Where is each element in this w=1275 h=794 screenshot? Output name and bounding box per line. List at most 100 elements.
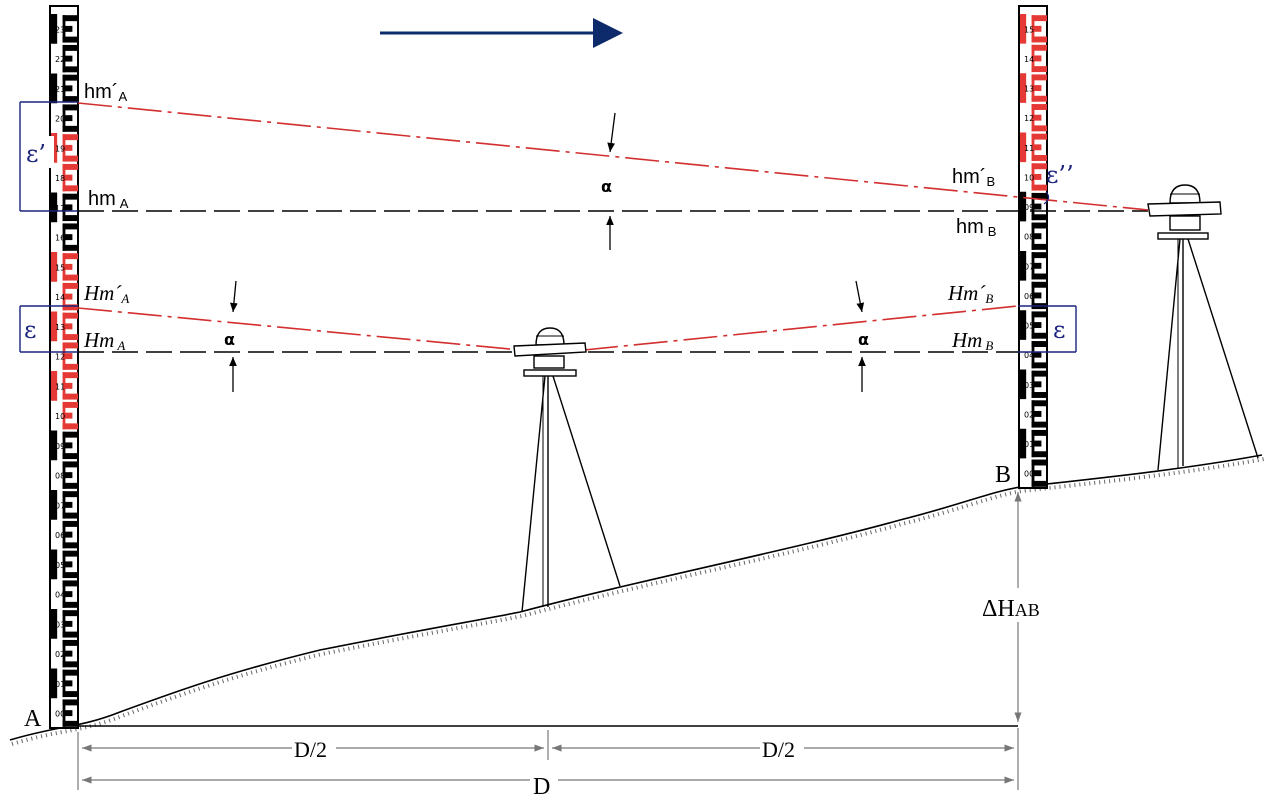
staff-block bbox=[62, 215, 78, 222]
staff-block bbox=[62, 423, 78, 430]
staff-tick-label: 21 bbox=[55, 85, 65, 94]
staff-block bbox=[1031, 144, 1042, 151]
staff-block bbox=[62, 699, 66, 727]
staff-block bbox=[1031, 66, 1047, 73]
staff-block bbox=[62, 193, 78, 200]
staff-block bbox=[62, 372, 66, 400]
staff-block bbox=[1031, 429, 1047, 436]
staff-tick-label: 12 bbox=[55, 353, 65, 362]
staff-bar bbox=[1020, 191, 1027, 222]
staff-block bbox=[62, 639, 78, 646]
staff-tick-label: 19 bbox=[55, 144, 65, 153]
staff-block bbox=[62, 334, 78, 341]
staff-block bbox=[1031, 311, 1035, 339]
staff-bar bbox=[51, 609, 58, 639]
angle-label-lower-left: α bbox=[224, 330, 235, 349]
staff-block bbox=[1031, 292, 1042, 299]
staff-block bbox=[62, 661, 78, 668]
staff-block bbox=[62, 323, 73, 330]
staff-block bbox=[62, 431, 66, 460]
staff-block bbox=[1031, 192, 1047, 199]
staff-tick-label: 10 bbox=[1024, 173, 1034, 182]
staff-block bbox=[62, 312, 78, 319]
staff-block bbox=[62, 520, 66, 549]
staff-block bbox=[62, 44, 78, 51]
staff-block bbox=[62, 342, 66, 370]
staff-block bbox=[1031, 55, 1042, 62]
staff-block bbox=[62, 453, 78, 460]
staff-tick-label: 11 bbox=[55, 382, 65, 391]
staff-block bbox=[1031, 163, 1047, 170]
staff-block bbox=[62, 482, 78, 489]
staff-tick-label: 00 bbox=[1024, 470, 1034, 479]
staff-tick-label: 15 bbox=[1024, 25, 1034, 34]
angle-label-upper: α bbox=[601, 177, 612, 196]
staff-tick-label: 17 bbox=[55, 204, 65, 213]
staff-tick-label: 08 bbox=[55, 472, 65, 481]
staff-block bbox=[62, 669, 78, 676]
staff-block bbox=[1031, 44, 1035, 73]
label-Hm-b: Hm B bbox=[951, 328, 993, 353]
staff-bar bbox=[1020, 251, 1027, 281]
staff-block bbox=[1031, 370, 1047, 377]
staff-block bbox=[62, 431, 78, 438]
staff-bar bbox=[1020, 73, 1027, 103]
staff-block bbox=[62, 580, 66, 608]
staff-bar bbox=[51, 192, 58, 223]
staff-bar bbox=[51, 133, 58, 163]
staff-block bbox=[1031, 155, 1047, 161]
staff-block bbox=[62, 561, 73, 568]
staff-block bbox=[1031, 74, 1035, 102]
staff-block bbox=[62, 185, 78, 192]
label-hm-prime-a: hm´A bbox=[84, 81, 127, 104]
staff-block bbox=[1031, 273, 1047, 280]
staff-block bbox=[62, 512, 78, 519]
staff-block bbox=[62, 163, 78, 170]
staff-block bbox=[62, 282, 66, 311]
staff-tick-label: 01 bbox=[1024, 440, 1034, 449]
epsilon-label-right: ε bbox=[1053, 316, 1065, 344]
staff-block bbox=[1031, 421, 1047, 428]
leveling-staff-a: 23 22 21 20 19 18 17 16 15 14 13 12 11 10 09 08 07 06 05 04… bbox=[49, 5, 79, 729]
sight-line-upper bbox=[77, 102, 1149, 211]
staff-tick-label: 20 bbox=[55, 115, 65, 124]
staff-tick-label: 05 bbox=[1024, 322, 1034, 331]
staff-block bbox=[1031, 44, 1047, 51]
staff-block bbox=[1031, 459, 1047, 466]
staff-block bbox=[62, 274, 78, 281]
staff-tick-label: 15 bbox=[55, 263, 65, 272]
staff-block bbox=[62, 263, 73, 270]
staff-block bbox=[62, 74, 78, 81]
staff-block bbox=[62, 193, 66, 222]
staff-block bbox=[62, 610, 78, 617]
staff-block bbox=[1031, 410, 1042, 417]
staff-bar bbox=[51, 371, 58, 401]
staff-block bbox=[62, 382, 73, 389]
staff-block bbox=[62, 174, 73, 181]
staff-block bbox=[1031, 104, 1047, 110]
staff-block bbox=[1031, 400, 1035, 428]
staff-block bbox=[62, 155, 78, 162]
staff-block bbox=[62, 96, 78, 103]
staff-tick-label: 01 bbox=[55, 680, 65, 689]
staff-bar bbox=[51, 311, 58, 342]
staff-tick-label: 03 bbox=[1024, 381, 1034, 390]
staff-tick-label: 04 bbox=[1024, 351, 1034, 360]
epsilon-bracket-upper bbox=[19, 101, 78, 212]
staff-block bbox=[1031, 243, 1047, 250]
delta-h-label: ΔHAB bbox=[982, 596, 1040, 622]
staff-block bbox=[1031, 85, 1042, 92]
staff-tick-label: 05 bbox=[55, 561, 65, 570]
staff-block bbox=[62, 312, 66, 341]
staff-block bbox=[62, 85, 73, 92]
staff-block bbox=[62, 234, 73, 241]
staff-block bbox=[1031, 480, 1047, 487]
staff-block bbox=[62, 550, 66, 579]
angle-arrows bbox=[229, 112, 866, 392]
staff-block bbox=[1031, 95, 1047, 102]
staff-block bbox=[1031, 25, 1042, 32]
staff-block bbox=[62, 491, 66, 519]
staff-block bbox=[1031, 163, 1035, 191]
epsilon-label-left: ε bbox=[24, 316, 36, 344]
